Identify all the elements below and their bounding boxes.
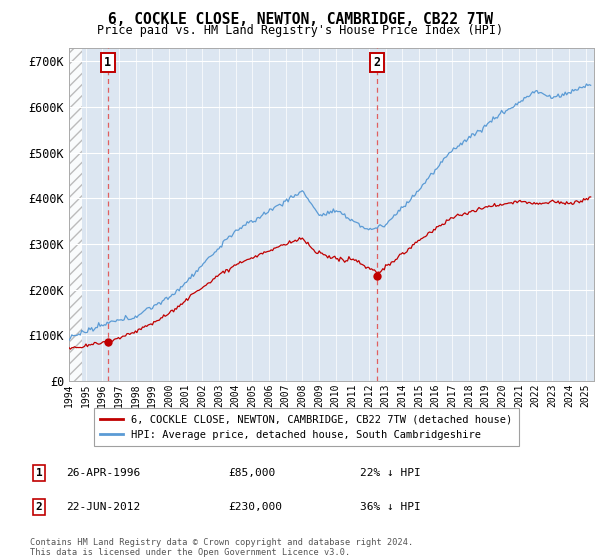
- Text: £230,000: £230,000: [228, 502, 282, 512]
- Legend: 6, COCKLE CLOSE, NEWTON, CAMBRIDGE, CB22 7TW (detached house), HPI: Average pric: 6, COCKLE CLOSE, NEWTON, CAMBRIDGE, CB22…: [94, 408, 518, 446]
- Text: Price paid vs. HM Land Registry's House Price Index (HPI): Price paid vs. HM Land Registry's House …: [97, 24, 503, 37]
- Text: 1: 1: [104, 56, 111, 69]
- Text: 36% ↓ HPI: 36% ↓ HPI: [360, 502, 421, 512]
- Text: £85,000: £85,000: [228, 468, 275, 478]
- Text: 1: 1: [35, 468, 43, 478]
- Text: 2: 2: [373, 56, 380, 69]
- Text: 2: 2: [35, 502, 43, 512]
- Text: 6, COCKLE CLOSE, NEWTON, CAMBRIDGE, CB22 7TW: 6, COCKLE CLOSE, NEWTON, CAMBRIDGE, CB22…: [107, 12, 493, 27]
- Text: 22-JUN-2012: 22-JUN-2012: [66, 502, 140, 512]
- Text: Contains HM Land Registry data © Crown copyright and database right 2024.
This d: Contains HM Land Registry data © Crown c…: [30, 538, 413, 557]
- Text: 22% ↓ HPI: 22% ↓ HPI: [360, 468, 421, 478]
- Text: 26-APR-1996: 26-APR-1996: [66, 468, 140, 478]
